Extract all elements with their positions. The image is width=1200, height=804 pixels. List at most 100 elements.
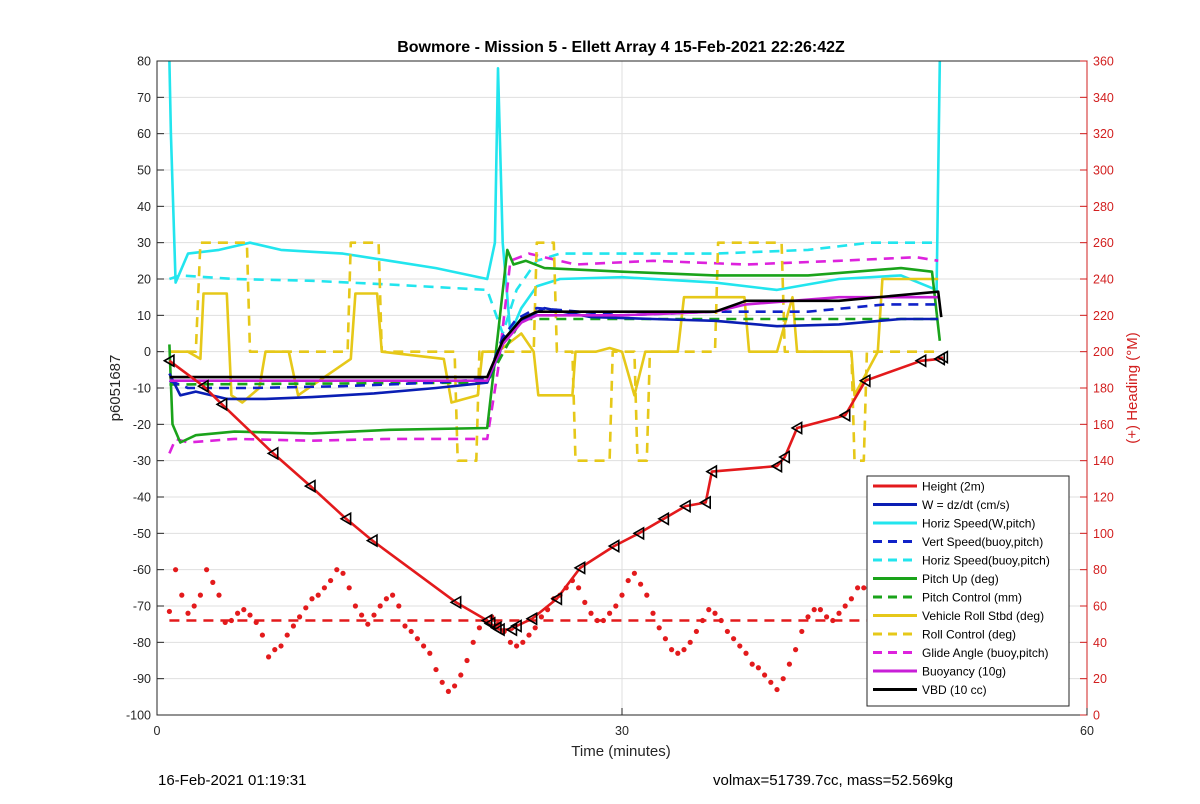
series-line-0 bbox=[168, 355, 944, 631]
series-line-6 bbox=[169, 317, 939, 386]
heading-point bbox=[514, 643, 520, 649]
y-tick-label: 40 bbox=[137, 200, 151, 214]
heading-point bbox=[861, 585, 867, 591]
heading-point bbox=[650, 610, 656, 616]
heading-point bbox=[173, 567, 179, 573]
height-marker bbox=[838, 408, 851, 423]
heading-point bbox=[675, 650, 681, 656]
heading-point bbox=[191, 603, 197, 609]
y2-tick-label: 40 bbox=[1093, 636, 1107, 650]
footer-timestamp: 16-Feb-2021 01:19:31 bbox=[158, 772, 307, 789]
heading-point bbox=[731, 636, 737, 642]
y-tick-label: -20 bbox=[133, 418, 151, 432]
legend-entry: Vehicle Roll Stbd (deg) bbox=[922, 609, 1044, 623]
y-tick-label: 50 bbox=[137, 164, 151, 178]
heading-point bbox=[204, 567, 210, 573]
legend-entry: Roll Control (deg) bbox=[922, 628, 1016, 642]
legend-entry: W = dz/dt (cm/s) bbox=[922, 498, 1010, 512]
heading-point bbox=[328, 577, 334, 584]
heading-point bbox=[470, 639, 476, 645]
y-tick-label: -40 bbox=[133, 491, 151, 505]
y2-tick-label: 300 bbox=[1093, 164, 1114, 178]
heading-point bbox=[662, 636, 669, 642]
y2-tick-label: 160 bbox=[1093, 418, 1114, 432]
y-tick-label: -80 bbox=[133, 636, 151, 650]
height-marker bbox=[632, 526, 645, 541]
heading-point bbox=[197, 592, 203, 598]
heading-point bbox=[619, 592, 625, 598]
y-tick-label: 20 bbox=[137, 273, 151, 287]
y2-tick-label: 200 bbox=[1093, 345, 1114, 359]
right-y-axis: 0 20 40 60 80 100 120 140 160 180 200 220 240 260 280 3… bbox=[1080, 55, 1114, 723]
heading-point bbox=[613, 603, 619, 609]
heading-point bbox=[607, 610, 613, 616]
y-axis-label: p6051687 bbox=[107, 355, 124, 422]
y2-tick-label: 20 bbox=[1093, 672, 1107, 686]
heading-point bbox=[464, 657, 470, 664]
footer-summary: volmax=51739.7cc, mass=52.569kg bbox=[713, 772, 954, 789]
heading-point bbox=[638, 581, 644, 587]
heading-point bbox=[266, 654, 272, 660]
height-marker bbox=[550, 591, 563, 606]
heading-point bbox=[427, 650, 433, 656]
series-layer bbox=[162, 61, 949, 694]
legend-entry: Glide Angle (buoy,pitch) bbox=[922, 646, 1049, 660]
heading-point bbox=[799, 628, 805, 635]
y2-tick-label: 320 bbox=[1093, 127, 1114, 141]
y2-tick-label: 180 bbox=[1093, 382, 1114, 396]
x-axis: 0 30 60 bbox=[154, 708, 1094, 738]
heading-point bbox=[507, 639, 513, 645]
heading-point bbox=[805, 614, 811, 620]
height-marker bbox=[483, 616, 496, 631]
heading-point bbox=[433, 666, 439, 673]
y-tick-label: 80 bbox=[137, 55, 151, 69]
height-marker bbox=[573, 560, 586, 575]
heading-point bbox=[743, 650, 749, 656]
series-line-8 bbox=[169, 241, 939, 463]
heading-point bbox=[836, 610, 842, 616]
y2-tick-label: 220 bbox=[1093, 309, 1114, 323]
legend-entry: Buoyancy (10g) bbox=[922, 665, 1006, 679]
series-line-4 bbox=[168, 241, 937, 335]
heading-point bbox=[315, 592, 321, 598]
heading-point bbox=[774, 686, 780, 693]
heading-point bbox=[303, 605, 309, 611]
heading-point bbox=[309, 596, 315, 602]
heading-point bbox=[346, 585, 352, 591]
heading-point bbox=[848, 596, 855, 602]
heading-point bbox=[737, 643, 743, 649]
y-tick-label: -100 bbox=[126, 709, 151, 723]
height-marker bbox=[162, 353, 175, 368]
height-marker bbox=[339, 511, 352, 526]
heading-point bbox=[644, 592, 650, 598]
heading-point bbox=[762, 672, 768, 678]
heading-point bbox=[793, 647, 799, 653]
heading-point bbox=[631, 570, 638, 576]
legend-entry: Horiz Speed(W,pitch) bbox=[922, 517, 1035, 531]
heading-point bbox=[371, 612, 377, 618]
heading-point bbox=[290, 623, 296, 629]
legend-entry: Pitch Control (mm) bbox=[922, 591, 1022, 605]
x-tick-label: 60 bbox=[1080, 724, 1094, 738]
height-marker bbox=[215, 397, 228, 412]
series-line-1 bbox=[168, 306, 939, 401]
heading-point bbox=[210, 579, 216, 585]
height-marker bbox=[657, 511, 670, 526]
height-marker bbox=[790, 421, 803, 435]
heading-point bbox=[445, 688, 451, 694]
heading-point bbox=[359, 612, 365, 618]
heading-point bbox=[582, 599, 588, 605]
heading-point bbox=[681, 647, 687, 653]
heading-point bbox=[824, 614, 830, 620]
heading-point bbox=[383, 596, 389, 602]
height-marker bbox=[705, 464, 718, 479]
heading-point bbox=[625, 577, 631, 584]
heading-point bbox=[817, 607, 824, 613]
height-marker bbox=[699, 495, 711, 510]
y-tick-label: -30 bbox=[133, 454, 151, 468]
height-marker bbox=[266, 446, 279, 461]
heading-point bbox=[408, 628, 414, 635]
height-marker bbox=[607, 539, 620, 553]
chart-title: Bowmore - Mission 5 - Ellett Array 4 15-… bbox=[397, 39, 845, 56]
heading-point bbox=[235, 610, 241, 616]
